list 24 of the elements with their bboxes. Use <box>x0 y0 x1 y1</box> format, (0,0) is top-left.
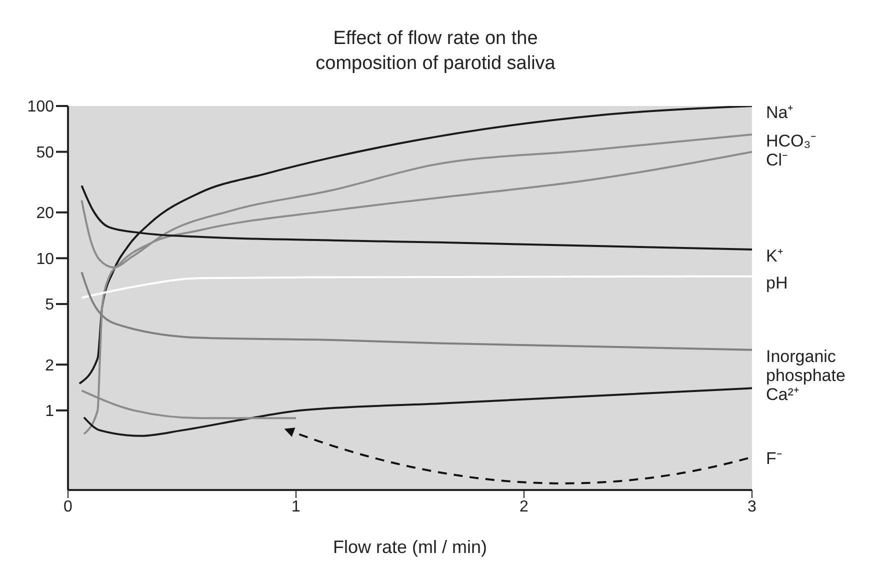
series-label: Na⁺ <box>766 103 794 122</box>
chart-title: Effect of flow rate on the composition of parotid saliva <box>314 26 556 76</box>
y-tick-label: 2 <box>45 357 54 374</box>
series-label: Inorganic phosphate <box>766 346 846 385</box>
x-tick-label: 3 <box>748 498 757 516</box>
line-series <box>80 275 752 299</box>
series-label: Ca²⁺ <box>766 385 800 404</box>
series-label: HCO₃⁻ <box>766 131 817 150</box>
y-tick-label: 5 <box>45 296 54 314</box>
x-tick-label: 0 <box>64 498 73 516</box>
series-label: K⁺ <box>766 246 784 266</box>
y-tick-label: 50 <box>36 144 54 162</box>
y-tick-label: 1 <box>45 403 54 420</box>
series-label: Cl⁻ <box>766 150 788 170</box>
line-series <box>78 106 752 385</box>
y-tick-label: 100 <box>27 98 54 116</box>
x-tick-label: 2 <box>520 498 529 516</box>
y-tick-label: 10 <box>36 250 54 268</box>
y-tick-label: 20 <box>36 205 54 222</box>
line-series <box>82 387 752 437</box>
x-axis-title: Flow rate (ml / min) <box>332 537 488 557</box>
series-label: pH <box>766 273 788 292</box>
x-tick-label: 1 <box>292 498 301 516</box>
text: F⁻ <box>766 449 782 468</box>
